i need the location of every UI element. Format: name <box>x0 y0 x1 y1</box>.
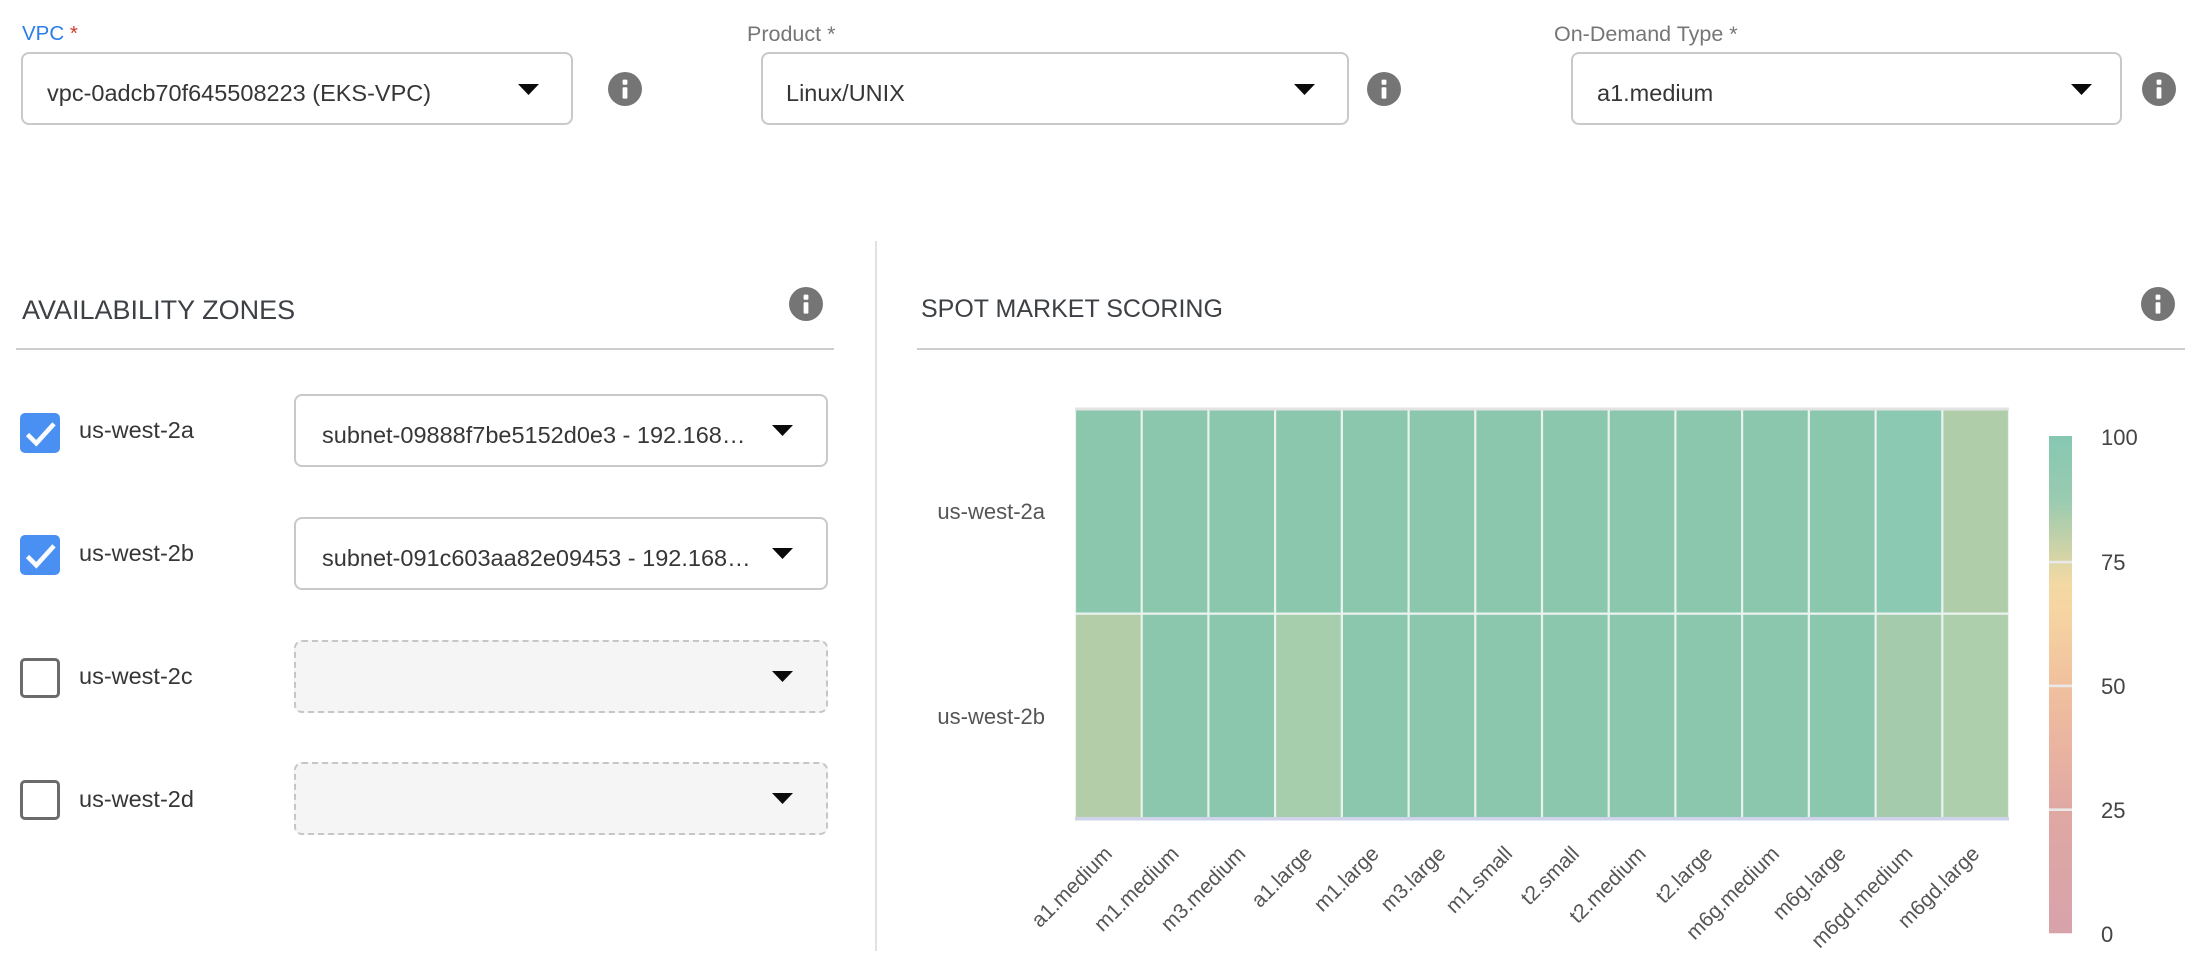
svg-text:us-west-2a: us-west-2a <box>937 499 1045 524</box>
svg-text:100: 100 <box>2101 425 2138 450</box>
svg-text:t2.small: t2.small <box>1517 842 1584 909</box>
svg-text:m1.small: m1.small <box>1441 842 1517 918</box>
svg-text:0: 0 <box>2101 922 2113 947</box>
svg-text:a1.large: a1.large <box>1247 842 1317 912</box>
svg-text:50: 50 <box>2101 674 2125 699</box>
svg-text:m1.large: m1.large <box>1310 842 1384 916</box>
svg-text:m3.large: m3.large <box>1376 842 1450 916</box>
svg-text:us-west-2b: us-west-2b <box>937 704 1045 729</box>
svg-text:t2.large: t2.large <box>1652 842 1718 908</box>
svg-text:75: 75 <box>2101 550 2125 575</box>
svg-text:25: 25 <box>2101 798 2125 823</box>
